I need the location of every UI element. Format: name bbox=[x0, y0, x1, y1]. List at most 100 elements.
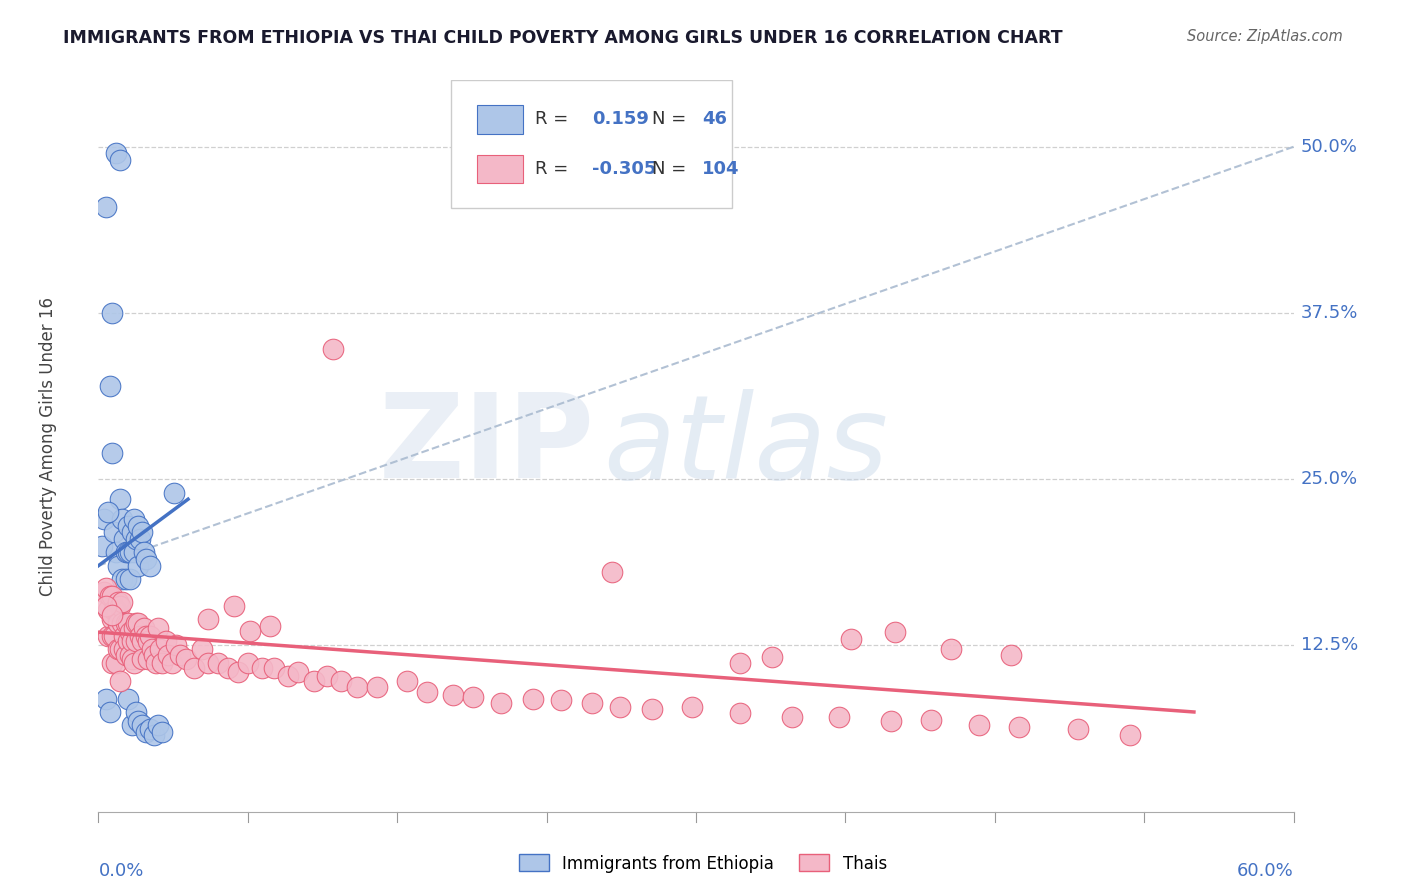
Point bbox=[117, 691, 139, 706]
Point bbox=[316, 669, 339, 683]
Point bbox=[183, 661, 205, 675]
Text: ZIP: ZIP bbox=[378, 389, 595, 503]
Point bbox=[115, 572, 138, 586]
Point bbox=[129, 532, 152, 546]
Point bbox=[149, 642, 172, 657]
Point bbox=[115, 648, 138, 662]
Point bbox=[884, 625, 907, 640]
Text: Child Poverty Among Girls Under 16: Child Poverty Among Girls Under 16 bbox=[39, 296, 58, 596]
Point bbox=[105, 656, 128, 670]
Point bbox=[967, 718, 990, 732]
Point bbox=[330, 674, 353, 689]
Point bbox=[121, 525, 143, 540]
Point bbox=[110, 153, 132, 167]
Point bbox=[239, 624, 262, 638]
Point bbox=[107, 558, 129, 573]
Point bbox=[191, 642, 214, 657]
Point bbox=[263, 661, 285, 675]
Point bbox=[489, 696, 512, 710]
Point bbox=[111, 615, 134, 630]
Point bbox=[125, 705, 148, 719]
Text: 37.5%: 37.5% bbox=[1301, 304, 1358, 322]
Point bbox=[110, 599, 132, 613]
Point bbox=[157, 648, 180, 662]
Point bbox=[141, 642, 163, 657]
FancyBboxPatch shape bbox=[451, 80, 733, 209]
Point bbox=[441, 688, 464, 702]
Point bbox=[96, 200, 118, 214]
Point bbox=[236, 656, 259, 670]
Point bbox=[139, 629, 162, 643]
Text: -0.305: -0.305 bbox=[592, 161, 657, 178]
Text: 12.5%: 12.5% bbox=[1301, 637, 1358, 655]
Point bbox=[105, 146, 128, 161]
Point bbox=[129, 629, 152, 643]
Point bbox=[110, 492, 132, 507]
Point bbox=[96, 599, 118, 613]
Text: 50.0%: 50.0% bbox=[1301, 137, 1358, 156]
Point bbox=[581, 696, 603, 710]
Point bbox=[110, 642, 132, 657]
Text: atlas: atlas bbox=[603, 389, 887, 503]
Point bbox=[609, 699, 631, 714]
Point bbox=[120, 572, 142, 586]
Point bbox=[165, 639, 187, 653]
Point bbox=[101, 656, 124, 670]
Text: 0.159: 0.159 bbox=[592, 111, 650, 128]
Point bbox=[120, 625, 142, 640]
Point bbox=[197, 612, 219, 626]
Text: Source: ZipAtlas.com: Source: ZipAtlas.com bbox=[1187, 29, 1343, 44]
Point bbox=[174, 652, 197, 666]
Point bbox=[127, 615, 149, 630]
Point bbox=[828, 710, 851, 724]
Point bbox=[550, 693, 572, 707]
Point bbox=[880, 714, 903, 729]
Point bbox=[217, 661, 239, 675]
Point bbox=[103, 602, 125, 616]
Point bbox=[121, 718, 143, 732]
Point bbox=[125, 615, 148, 630]
Point bbox=[91, 539, 114, 553]
Point bbox=[259, 618, 281, 632]
Point bbox=[107, 642, 129, 657]
Point bbox=[150, 725, 173, 739]
Point bbox=[117, 634, 139, 648]
Point bbox=[366, 680, 388, 694]
Point bbox=[780, 710, 803, 724]
Point bbox=[131, 525, 153, 540]
Point bbox=[110, 674, 132, 689]
Point bbox=[93, 585, 115, 599]
Point bbox=[111, 594, 134, 608]
Point bbox=[522, 691, 544, 706]
Text: R =: R = bbox=[534, 111, 568, 128]
Point bbox=[207, 656, 229, 670]
Text: 104: 104 bbox=[702, 161, 740, 178]
Point bbox=[287, 665, 309, 679]
Point bbox=[97, 602, 120, 616]
Point bbox=[97, 629, 120, 643]
Point bbox=[103, 525, 125, 540]
Text: 25.0%: 25.0% bbox=[1301, 470, 1358, 488]
Point bbox=[681, 699, 703, 714]
Point bbox=[124, 545, 146, 559]
Point bbox=[105, 545, 128, 559]
Point bbox=[226, 665, 249, 679]
Point bbox=[121, 652, 143, 666]
FancyBboxPatch shape bbox=[477, 155, 523, 184]
Point bbox=[101, 629, 124, 643]
Point bbox=[107, 594, 129, 608]
Point bbox=[101, 445, 124, 459]
Point bbox=[322, 342, 344, 356]
Point bbox=[761, 650, 783, 665]
Point bbox=[416, 685, 439, 699]
Point bbox=[112, 629, 135, 643]
Point bbox=[127, 558, 149, 573]
Point bbox=[131, 718, 153, 732]
Text: 60.0%: 60.0% bbox=[1237, 863, 1294, 880]
Point bbox=[112, 532, 135, 546]
Point bbox=[124, 621, 146, 635]
Text: IMMIGRANTS FROM ETHIOPIA VS THAI CHILD POVERTY AMONG GIRLS UNDER 16 CORRELATION : IMMIGRANTS FROM ETHIOPIA VS THAI CHILD P… bbox=[63, 29, 1063, 46]
Point bbox=[117, 545, 139, 559]
Point bbox=[127, 714, 149, 729]
Point bbox=[135, 629, 157, 643]
